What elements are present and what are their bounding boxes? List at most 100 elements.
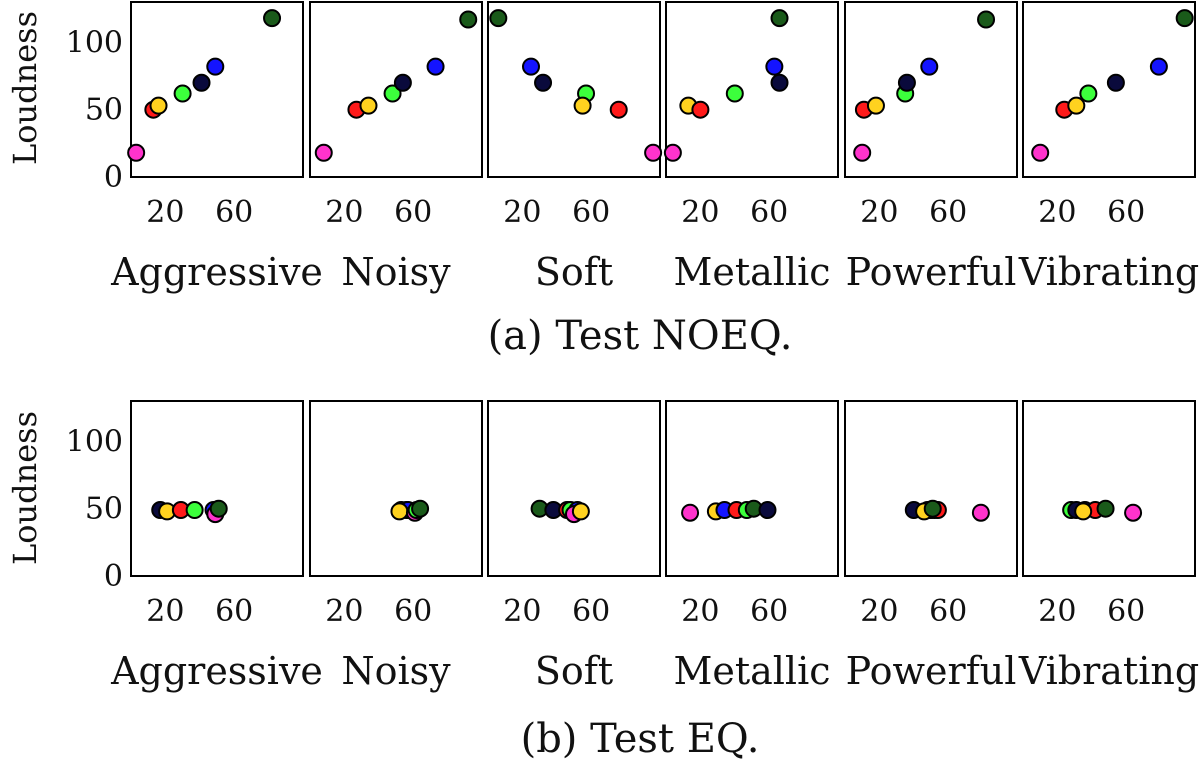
scatter-panel: 20 60 Metallic [665,400,839,693]
scatter-panel: 20 60 Noisy [309,1,483,294]
panel-frame [309,400,483,577]
scatter-panel: 20 60 Noisy [309,400,483,693]
y-tick-label: 100 [66,25,123,60]
x-axis-label: Vibrating [1018,649,1199,693]
x-axis-label: Metallic [673,250,830,294]
data-point-magenta [663,143,682,162]
x-tick-label: 20 [146,594,184,629]
data-point-navy [192,73,211,92]
data-point-darkgreen [1096,499,1115,518]
scatter-panel: 20 60 Soft [487,1,663,294]
x-tick-label: 60 [394,594,432,629]
x-axis-label: Aggressive [110,649,323,693]
data-point-blue [206,57,225,76]
x-tick-label: 60 [215,594,253,629]
y-axis-label: Loudness [6,411,44,565]
panel-frame [1022,1,1196,178]
data-point-magenta [1124,503,1143,522]
scatter-panel: 20 60 Vibrating [1018,1,1199,294]
data-point-lightgreen [173,84,192,103]
panel-frame [844,400,1018,577]
data-point-lightgreen [185,501,204,520]
data-point-darkgreen [209,499,228,518]
panel-frame [665,1,839,178]
scatter-panel: 20 60 Aggressive [110,1,323,294]
data-point-magenta [127,143,146,162]
x-tick-label: 20 [325,195,363,230]
x-tick-label: 60 [394,195,432,230]
data-point-magenta [1031,143,1050,162]
y-axis-label: Loudness [6,11,44,165]
data-point-navy [393,73,412,92]
scatter-panel: 20 60 Metallic [663,1,839,294]
data-point-magenta [314,143,333,162]
data-point-red [609,100,628,119]
x-tick-label: 20 [681,195,719,230]
y-tick-label: 50 [85,492,123,527]
x-axis-label: Metallic [673,649,830,693]
x-tick-label: 20 [503,195,541,230]
data-point-blue [1149,57,1168,76]
scatter-panel: 20 60 Aggressive [110,400,323,693]
panel-frame [130,1,304,178]
panel-frame [487,1,661,178]
x-axis-label: Powerful [846,649,1017,693]
x-axis-label: Vibrating [1018,250,1199,294]
x-axis-label: Noisy [341,649,451,693]
panel-frame [665,400,839,577]
x-tick-label: 20 [860,594,898,629]
data-point-yellow [1067,96,1086,115]
data-point-darkgreen [489,9,508,28]
x-tick-label: 60 [929,594,967,629]
x-tick-label: 60 [929,195,967,230]
data-point-darkgreen [923,499,942,518]
x-axis-label: Soft [535,250,613,294]
x-tick-label: 60 [1107,594,1145,629]
data-point-blue [426,57,445,76]
data-point-darkgreen [411,499,430,518]
data-point-darkgreen [1175,9,1194,28]
scatter-panel: 20 60 Powerful [844,400,1018,693]
panel-frame [1022,400,1196,577]
x-tick-label: 20 [325,594,363,629]
data-point-magenta [644,143,663,162]
data-point-yellow [573,96,592,115]
data-point-yellow [1074,502,1093,521]
x-axis-label: Aggressive [110,250,323,294]
data-point-navy [897,73,916,92]
data-point-lightgreen [383,84,402,103]
x-tick-label: 60 [572,594,610,629]
x-tick-label: 20 [1038,594,1076,629]
y-tick-label: 100 [66,424,123,459]
data-point-blue [522,57,540,76]
x-tick-label: 20 [1038,195,1076,230]
scatter-panel: 20 60 Soft [487,400,661,693]
data-point-navy [758,501,777,520]
x-axis-label: Noisy [341,250,451,294]
x-tick-label: 20 [146,195,184,230]
scatter-panel: 20 60 Powerful [844,1,1018,294]
data-point-yellow [149,96,168,115]
data-point-lightgreen [725,84,744,103]
data-point-magenta [853,143,872,162]
data-point-darkgreen [770,9,789,28]
data-point-darkgreen [263,9,282,28]
x-tick-label: 20 [503,594,541,629]
data-point-magenta [681,503,700,522]
data-point-yellow [571,502,590,521]
data-point-yellow [390,502,409,521]
x-tick-label: 20 [681,594,719,629]
figure-row-eq: Loudness (b) Test EQ. 0 50 100 20 60 Aggressi… [6,400,1199,762]
data-point-red [691,100,710,119]
data-point-blue [765,57,784,76]
x-tick-label: 60 [750,195,788,230]
x-tick-label: 60 [1107,195,1145,230]
panel-frame [487,400,661,577]
data-point-darkgreen [977,10,996,29]
scatter-panel: 20 60 Vibrating [1018,400,1199,693]
panel-frame [130,400,304,577]
data-point-lightgreen [1079,84,1098,103]
data-point-blue [920,57,939,76]
data-point-navy [534,73,553,92]
